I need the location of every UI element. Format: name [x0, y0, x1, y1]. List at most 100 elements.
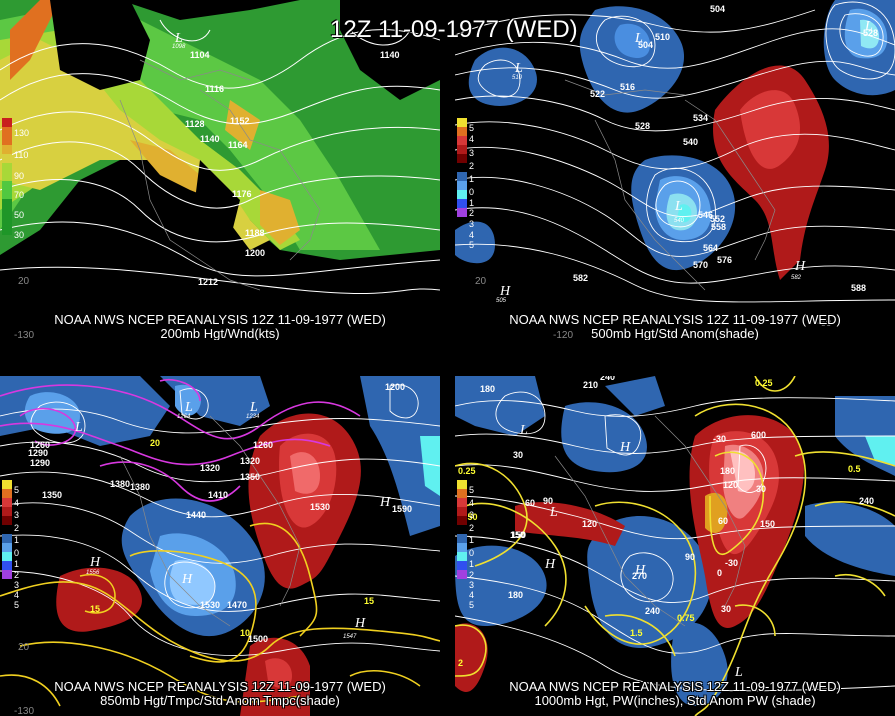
caption-line2: 1000mb Hgt, PW(inches), Std Anom PW (sha…: [534, 693, 816, 708]
pw-label: 0.5: [848, 464, 861, 474]
contour-label: 1164: [228, 140, 248, 150]
low-symbol: L: [174, 31, 183, 46]
contour-label: 1410: [208, 490, 228, 500]
colorbar-label: 5: [469, 600, 475, 610]
colorbar-label: 2: [14, 570, 20, 580]
contour-label: 1380: [130, 482, 150, 492]
contour-label: 516: [620, 82, 635, 92]
high-value: 1547: [343, 634, 357, 640]
caption-line1: NOAA NWS NCEP REANALYSIS 12Z 11-09-1977 …: [54, 312, 386, 327]
contour-label: 180: [480, 384, 495, 394]
colorbar-label: 90: [14, 171, 25, 181]
colorbar-label: 1: [469, 559, 475, 569]
colorbar-label: 2: [469, 570, 475, 580]
colorbar-label: 3: [469, 580, 475, 590]
panel-caption: NOAA NWS NCEP REANALYSIS 12Z 11-09-1977 …: [455, 680, 895, 708]
caption-line2: 200mb Hgt/Wnd(kts): [160, 326, 280, 341]
panel-caption: NOAA NWS NCEP REANALYSIS 12Z 11-09-1977 …: [455, 312, 895, 341]
colorbar-label: 0: [469, 548, 475, 558]
map-200mb: 1104 1140 1116 1128 1152 1140 1164 1176 …: [0, 0, 440, 340]
high-value: 1556: [86, 570, 100, 576]
colorbar-1000mb: [457, 480, 467, 579]
colorbar-200mb: [2, 118, 12, 235]
colorbar-label: 1: [469, 198, 475, 208]
map-1000mb: 180 210 240 30 60 90 120 150 180 240 270…: [455, 376, 895, 716]
panel-1000mb: 180 210 240 30 60 90 120 150 180 240 270…: [455, 376, 895, 716]
contour-label: 1290: [28, 448, 48, 458]
colorbar-label: 4: [469, 590, 475, 600]
contour-label: 1530: [310, 502, 330, 512]
colorbar-label: 3: [469, 219, 475, 229]
colorbar-label: 2: [14, 523, 20, 533]
colorbar-label: 50: [14, 210, 25, 220]
low-symbol: L: [514, 61, 523, 76]
panel-caption: NOAA NWS NCEP REANALYSIS 12Z 11-09-1977 …: [0, 312, 440, 341]
contour-label: 576: [717, 255, 732, 265]
high-symbol: H: [544, 557, 556, 572]
temp-label: 15: [90, 604, 100, 614]
contour-label: 1260: [253, 440, 273, 450]
contour-label: 588: [851, 283, 866, 293]
caption-line1: NOAA NWS NCEP REANALYSIS 12Z 11-09-1977 …: [509, 312, 841, 327]
contour-label: 240: [600, 376, 615, 382]
contour-label: 552: [710, 214, 725, 224]
contour-label: 1140: [380, 50, 400, 60]
low-symbol: L: [674, 199, 683, 214]
contour-label: 600: [751, 430, 766, 440]
temp-label: 20: [150, 438, 160, 448]
colorbar-label: 1: [14, 535, 20, 545]
low-symbol: L: [519, 423, 528, 438]
colorbar-label: 2: [469, 208, 475, 218]
contour-label: 1200: [385, 382, 405, 392]
contour-label: 570: [693, 260, 708, 270]
contour-label: 150: [760, 519, 775, 529]
panel-caption: NOAA NWS NCEP REANALYSIS 12Z 11-09-1977 …: [0, 680, 440, 708]
low-symbol: L: [734, 665, 743, 680]
contour-label: 1200: [245, 248, 265, 258]
contour-label: -30: [713, 434, 726, 444]
contour-label: 528: [635, 121, 650, 131]
lon-label: 20: [475, 276, 487, 287]
main-title: 12Z 11-09-1977 (WED): [330, 16, 578, 43]
pw-label: 1.5: [630, 628, 643, 638]
contour-label: 0: [717, 568, 722, 578]
contour-label: 1350: [240, 472, 260, 482]
contour-label: 210: [583, 380, 598, 390]
low-value: 1264: [177, 414, 191, 420]
contour-label: 510: [655, 32, 670, 42]
contour-label: 504: [638, 40, 653, 50]
colorbar-label: 5: [14, 600, 20, 610]
contour-label: 1320: [200, 463, 220, 473]
contour-label: 1188: [245, 228, 265, 238]
contour-label: 1176: [232, 189, 252, 199]
contour-label: 558: [711, 222, 726, 232]
contour-label: 522: [590, 89, 605, 99]
pw-label: 0.25: [755, 378, 773, 388]
contour-label: 1530: [200, 600, 220, 610]
colorbar-label: 4: [469, 498, 475, 508]
lon-label: -60: [817, 318, 832, 329]
low-value: 1234: [246, 414, 260, 420]
low-symbol: L: [549, 505, 558, 520]
contour-label: 120: [582, 519, 597, 529]
colorbar-label: 1: [469, 174, 475, 184]
colorbar-label: 3: [14, 580, 20, 590]
contour-label: 528: [863, 28, 878, 38]
low-symbol: L: [184, 400, 193, 415]
contour-label: 1500: [248, 634, 268, 644]
colorbar-label: 3: [469, 148, 475, 158]
contour-label: 150: [510, 530, 525, 540]
contour-label: 1128: [185, 119, 205, 129]
map-500mb: 504 504 510 528 522 516 528 534 540 546 …: [455, 0, 895, 340]
lon-label: -130: [14, 330, 34, 340]
colorbar-label: 0: [14, 548, 20, 558]
contour-label: 60: [525, 498, 535, 508]
pw-label: 0.25: [458, 466, 476, 476]
high-symbol: H: [634, 563, 646, 578]
contour-label: 30: [513, 450, 523, 460]
colorbar-label: 3: [14, 510, 20, 520]
colorbar-label: 2: [469, 523, 475, 533]
contour-label: 180: [720, 466, 735, 476]
colorbar-label: 1: [14, 559, 20, 569]
contour-label: 270: [632, 571, 647, 581]
